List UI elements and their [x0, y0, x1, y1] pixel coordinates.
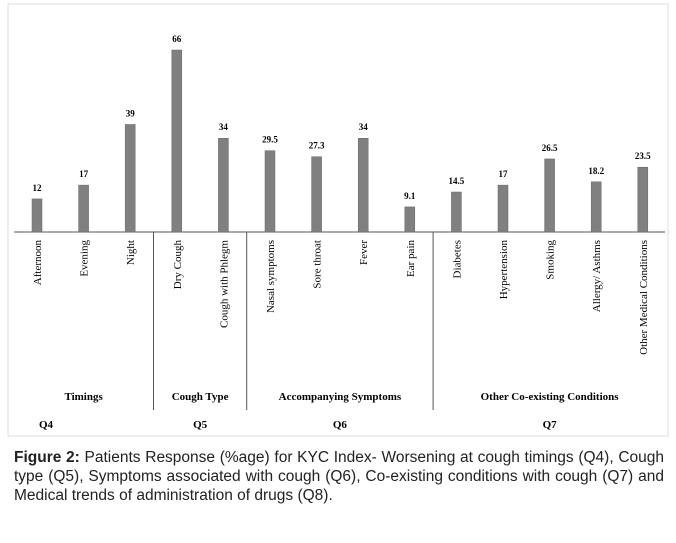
group-label: Cough Type: [172, 391, 229, 403]
category-label: Night: [125, 240, 137, 265]
category-label: Sore throat: [312, 240, 324, 289]
caption: Figure 2: Patients Response (%age) for K…: [14, 448, 664, 505]
group-label: Accompanying Symptoms: [279, 391, 402, 403]
value-label: 23.5: [635, 151, 651, 161]
value-label: 9.1: [404, 191, 416, 201]
bar: [544, 158, 555, 233]
category-label: Other Medical Conditions: [638, 240, 650, 355]
bar: [78, 184, 89, 233]
bar: [357, 137, 369, 233]
category-label: Hypertension: [498, 240, 510, 300]
category-label: Dry Cough: [172, 240, 184, 290]
caption-label: Figure 2:: [14, 449, 80, 466]
category-label: Evening: [79, 240, 91, 277]
value-label: 34: [219, 122, 229, 132]
group-label: Other Co-existing Conditions: [481, 391, 620, 403]
bar: [637, 166, 649, 233]
bar: [311, 156, 322, 233]
value-label: 14.5: [449, 176, 465, 186]
group-label: Timings: [64, 391, 103, 403]
bar: [497, 184, 509, 233]
bar: [404, 206, 416, 233]
category-label: Fever: [358, 240, 370, 265]
category-label: Allergy/ Asthms: [591, 240, 603, 312]
category-label: Afternoon: [32, 240, 44, 286]
value-label: 66: [172, 34, 182, 44]
value-label: 18.2: [588, 166, 604, 176]
question-label: Q7: [543, 419, 558, 431]
bar: [590, 181, 602, 233]
value-label: 12: [33, 183, 43, 193]
bar: [31, 198, 43, 233]
bar: [124, 124, 136, 233]
category-label: Ear pain: [405, 240, 417, 277]
value-label: 26.5: [542, 143, 558, 153]
value-label: 29.5: [262, 135, 278, 145]
frame: [7, 3, 669, 437]
category-label: Smoking: [545, 240, 557, 280]
chart: 12 Afternoon 17 Evening 39 Night Timings Q4 66 Dr…: [7, 3, 669, 437]
question-label: Q5: [193, 419, 208, 431]
bar: [218, 137, 229, 233]
value-label: 17: [79, 169, 89, 179]
question-label: Q4: [39, 419, 54, 431]
bar: [264, 150, 276, 233]
question-label: Q6: [333, 419, 348, 431]
bar: [451, 191, 462, 233]
value-label: 17: [499, 169, 509, 179]
caption-text: Patients Response (%age) for KYC Index- …: [14, 449, 665, 504]
value-label: 27.3: [309, 141, 325, 151]
category-label: Cough with Phlegm: [218, 240, 230, 328]
category-label: Nasal symptoms: [265, 240, 277, 313]
value-label: 39: [126, 108, 136, 118]
category-label: Diabetes: [451, 240, 463, 278]
value-label: 34: [359, 122, 369, 132]
bar: [171, 49, 183, 233]
